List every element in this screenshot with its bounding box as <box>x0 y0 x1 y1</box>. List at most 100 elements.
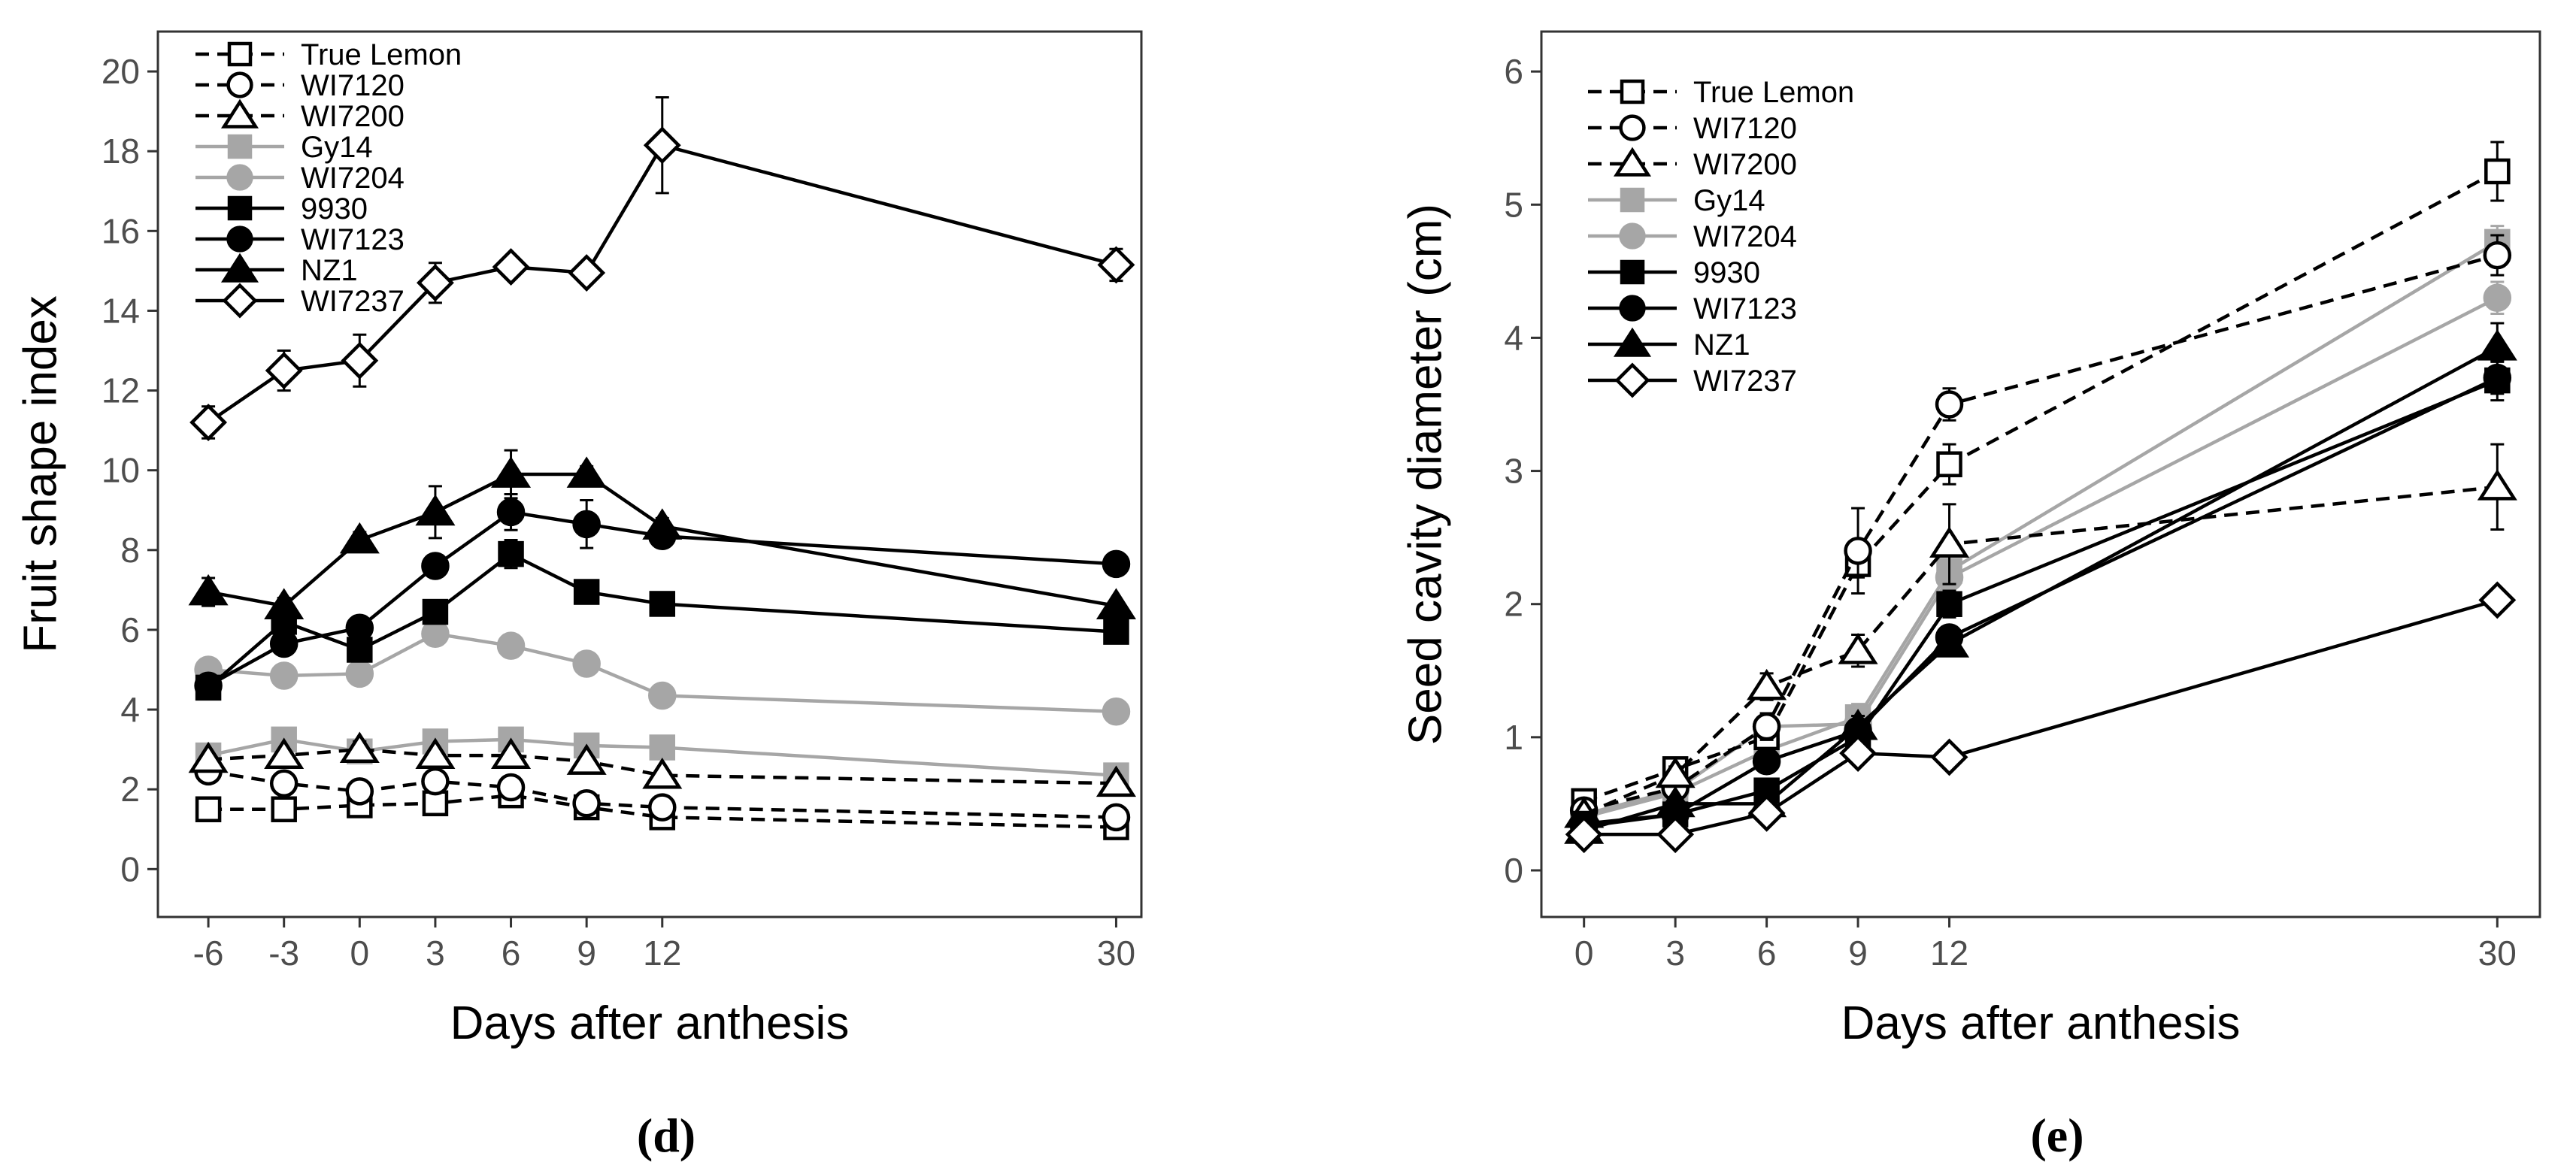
panel-d-y-tick-label: 4 <box>120 690 140 729</box>
panel-d-point-wi7120 <box>269 769 299 797</box>
panel-d-point-wi7123 <box>1102 549 1131 579</box>
panel-e-series-line-wi7120 <box>1583 253 2498 812</box>
panel-d-x-tick-label: 6 <box>502 934 521 973</box>
panel-e-series-line-nz1 <box>1583 345 2499 833</box>
panel-d-point-wi7204 <box>1102 697 1131 726</box>
panel-d-legend-marker-true-lemon <box>227 41 253 67</box>
panel-e-point-true-lemon <box>1936 451 1962 477</box>
panel-e-legend-label-wi7120: WI7120 <box>1693 112 1797 145</box>
panel-d-y-tick-label: 2 <box>120 770 140 809</box>
panel-d-point-nz1 <box>188 573 229 606</box>
panel-d-point-wi7123 <box>269 629 299 658</box>
panel-d-point-wi7120 <box>345 777 374 806</box>
panel-e-legend-label-true-lemon: True Lemon <box>1693 76 1854 109</box>
panel-e-point-wi7200 <box>2477 469 2517 501</box>
panel-d-point-wi7204 <box>421 619 450 649</box>
panel-d-y-tick-label: 0 <box>120 849 140 888</box>
panel-d-point-wi7120 <box>648 793 677 822</box>
panel-d-x-tick-label: -3 <box>268 934 299 973</box>
panel-d-y-tick-label: 14 <box>102 291 140 330</box>
panel-d-legend-label-nz1: NZ1 <box>301 254 358 287</box>
panel-d-x-axis-title: Days after anthesis <box>450 997 850 1049</box>
panel-d-point-true-lemon <box>195 796 222 822</box>
panel-e-point-wi7237 <box>1747 794 1786 832</box>
panel-d-point-wi7120 <box>496 773 526 802</box>
panel-d-chart: 0 2 4 6 8 10 12 14 16 18 20 -6 -3 0 3 6 9 12 30 Days after … <box>14 30 1143 1162</box>
panel-e-legend-marker-true-lemon <box>1620 79 1645 104</box>
panel-d-point-9930 <box>498 540 524 567</box>
panel-d-y-tick-label: 6 <box>120 610 140 649</box>
panel-d-point-wi7237 <box>492 248 530 286</box>
panel-d-point-nz1 <box>1096 588 1136 619</box>
panel-e-legend: True LemonWI7120WI7200Gy14WI72049930WI71… <box>1588 76 1854 398</box>
panel-d-legend-label-9930: 9930 <box>301 192 368 225</box>
panel-d-legend-label-wi7200: WI7200 <box>301 100 405 133</box>
panel-d-point-9930 <box>649 591 676 617</box>
panel-d-point-9930 <box>1103 619 1129 645</box>
panel-e-legend-label-wi7237: WI7237 <box>1693 365 1797 398</box>
panel-d-point-wi7200 <box>1096 765 1136 797</box>
panel-d-series-wi7237 <box>189 96 1135 441</box>
panel-d-point-wi7237 <box>416 264 454 302</box>
panel-e-y-tick-label: 5 <box>1504 185 1523 224</box>
panel-d-legend-label-wi7237: WI7237 <box>301 285 405 318</box>
panel-e-point-wi7237 <box>1656 816 1695 854</box>
panel-e-x-tick-label: 6 <box>1757 934 1777 973</box>
panel-e-legend-marker-wi7123 <box>1619 295 1646 322</box>
panel-e-point-nz1 <box>2477 329 2517 361</box>
panel-d-point-wi7204 <box>648 681 677 710</box>
panel-e-series-line-wi7204 <box>1583 296 2499 816</box>
panel-e-point-wi7120 <box>1752 712 1781 741</box>
panel-e-legend-marker-gy14 <box>1620 187 1645 213</box>
panel-e-series-line-true-lemon <box>1583 170 2499 803</box>
panel-e-y-tick-label: 6 <box>1504 52 1523 91</box>
panel-d-point-9930 <box>347 637 373 663</box>
panel-d-point-wi7237 <box>568 254 606 292</box>
panel-d-point-wi7204 <box>572 649 601 678</box>
panel-e-legend-marker-wi7120 <box>1619 114 1646 141</box>
panel-e-point-wi7120 <box>1844 537 1872 565</box>
panel-d-point-nz1 <box>415 494 456 526</box>
panel-d-legend-marker-wi7204 <box>226 164 253 191</box>
panel-d-y-tick-label: 16 <box>102 211 140 250</box>
panel-d-point-wi7237 <box>341 341 379 380</box>
panel-d-point-wi7204 <box>269 661 299 690</box>
panel-e-x-tick-label: 12 <box>1930 934 1968 973</box>
panel-e-series-line-gy14 <box>1583 240 2499 819</box>
panel-d-point-wi7237 <box>643 126 681 165</box>
panel-d-x-tick-label: 3 <box>426 934 445 973</box>
panel-d-x-tick-label: 9 <box>577 934 596 973</box>
panel-d-point-wi7123 <box>194 671 223 700</box>
panel-d-point-wi7120 <box>1102 803 1131 832</box>
panel-e-legend-label-gy14: Gy14 <box>1693 184 1765 217</box>
panel-d-label: (d) <box>637 1109 696 1162</box>
panel-e-legend-marker-nz1 <box>1613 327 1652 357</box>
panel-d-y-tick-label: 18 <box>102 132 140 171</box>
panel-d-point-true-lemon <box>271 796 297 822</box>
panel-e-point-wi7200 <box>1929 526 1970 558</box>
panel-d-point-wi7123 <box>345 613 374 643</box>
panel-d-point-wi7123 <box>496 498 526 527</box>
panel-d-point-nz1 <box>491 456 532 488</box>
panel-d-point-wi7123 <box>421 552 450 580</box>
panel-e-point-nz1 <box>1655 785 1696 818</box>
panel-d-point-nz1 <box>339 522 380 554</box>
panel-e-point-wi7120 <box>2483 241 2512 270</box>
panel-d-series-nz1 <box>188 449 1136 619</box>
panel-d-x-tick-label: 12 <box>643 934 681 973</box>
panel-d-point-wi7120 <box>421 767 450 796</box>
panel-d-legend-label-wi7204: WI7204 <box>301 162 405 195</box>
panel-d-x-tick-label: 30 <box>1097 934 1135 973</box>
panel-e-y-tick-label: 0 <box>1504 851 1523 890</box>
panel-d-y-tick-label: 12 <box>102 371 140 410</box>
panel-e-legend-label-wi7204: WI7204 <box>1693 220 1797 253</box>
panel-e-x-tick-label: 0 <box>1574 934 1594 973</box>
panel-e-y-tick-label: 1 <box>1504 718 1523 757</box>
panel-e-point-wi7237 <box>1565 816 1603 854</box>
panel-d-point-nz1 <box>642 508 683 540</box>
panel-e-x-tick-label: 3 <box>1665 934 1685 973</box>
panel-d-legend-label-wi7123: WI7123 <box>301 223 405 256</box>
panel-d-y-tick-label: 10 <box>102 451 140 490</box>
panel-d-point-nz1 <box>264 588 305 619</box>
